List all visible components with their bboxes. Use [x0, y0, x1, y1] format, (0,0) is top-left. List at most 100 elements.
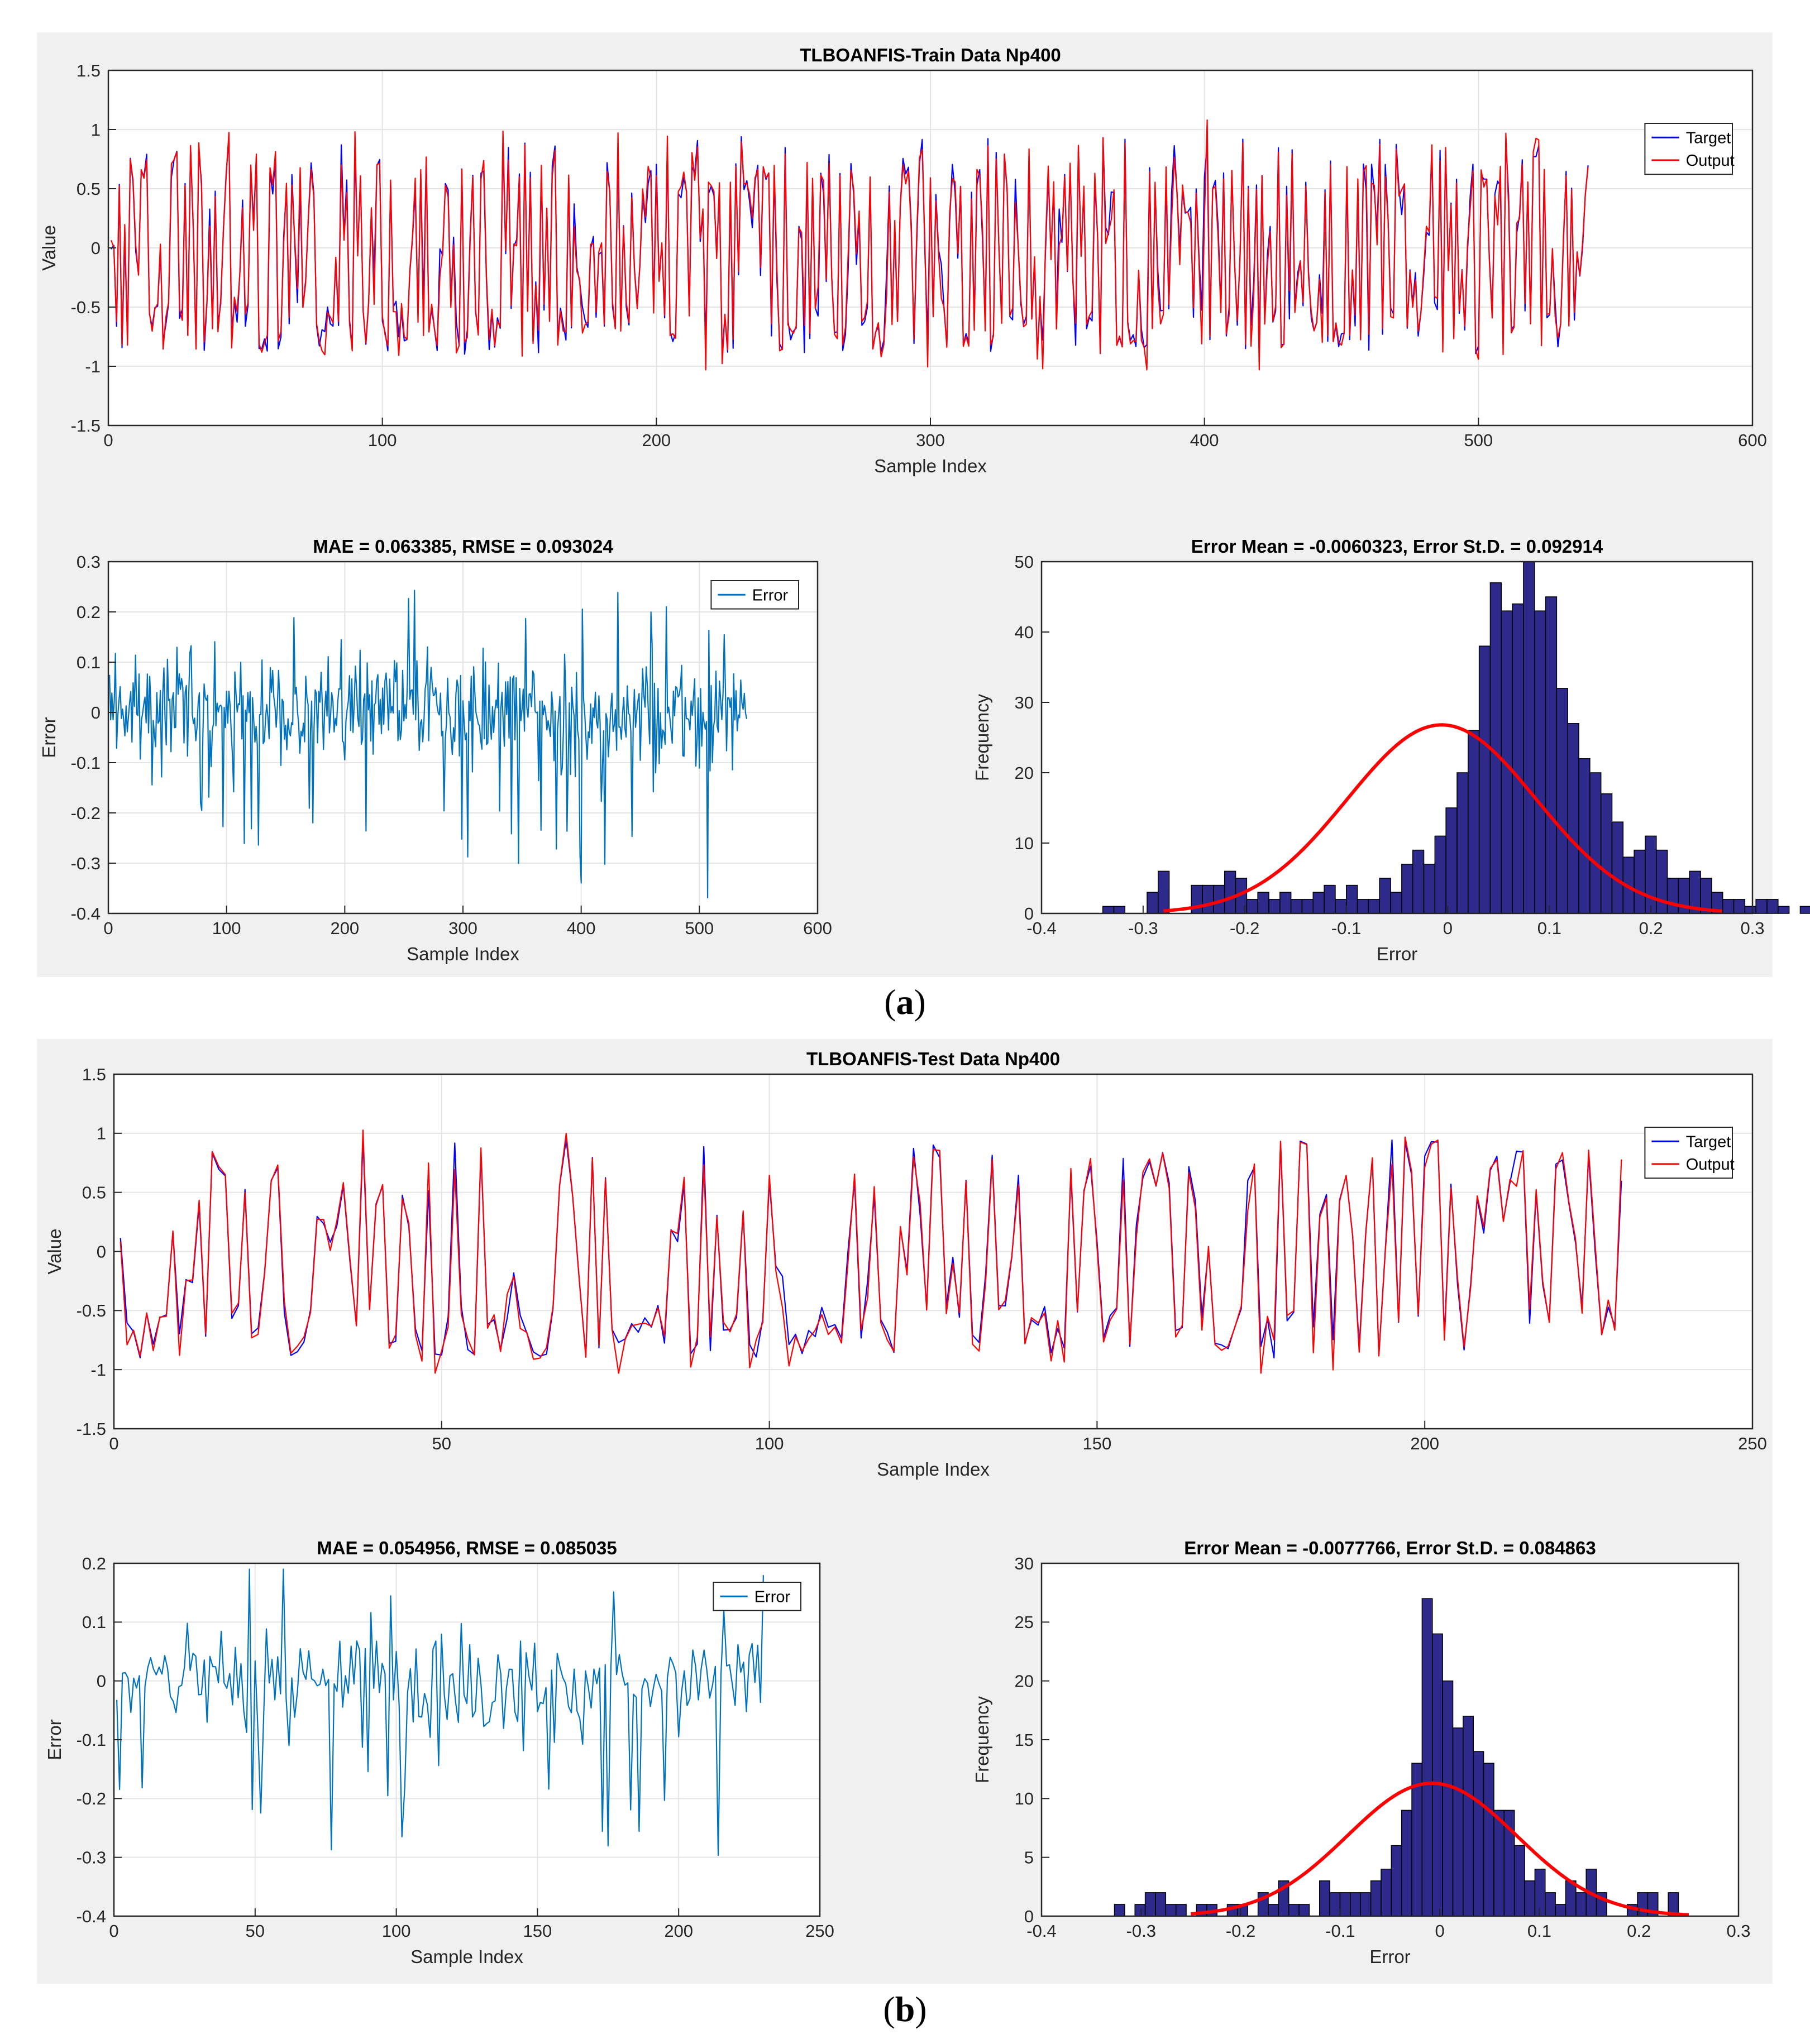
train-hist-bar-59: [1755, 899, 1768, 914]
train-hist-title: Error Mean = -0.0060323, Error St.D. = 0…: [1191, 536, 1603, 557]
train-hist-bar-61: [1778, 906, 1790, 914]
test-error-xtick-label-4: 200: [664, 1921, 693, 1941]
test-hist-ylabel: Frequency: [972, 1696, 992, 1783]
test-error-ytick-label-3: -0.1: [77, 1730, 106, 1750]
train-hist-bar-29: [1423, 864, 1436, 914]
test-hist-xtick-label-1: -0.3: [1126, 1921, 1156, 1941]
train-hist-bar-14: [1257, 892, 1269, 914]
test-hist-xtick-label-7: 0.3: [1726, 1921, 1750, 1941]
train-hist-bar-48: [1634, 849, 1646, 914]
train-hist-xtick-label-4: 0: [1443, 918, 1453, 938]
train-hist-bar-20: [1324, 884, 1336, 914]
test-error-ytick-label-6: 0.2: [82, 1554, 106, 1573]
train-hist-bar-57: [1733, 899, 1746, 914]
test-series-legend-box: [1644, 1127, 1733, 1179]
test-hist-bar-31: [1432, 1633, 1443, 1917]
test-hist-bar-6: [1175, 1904, 1187, 1917]
test-series-ytick-label-1: -1: [90, 1360, 106, 1380]
test-hist-bar-0: [1114, 1904, 1125, 1917]
test-error-xtick-label-0: 0: [109, 1921, 118, 1941]
train-series-output-line: [110, 119, 1589, 371]
test-hist-xtick-label-4: 0: [1435, 1921, 1445, 1941]
test-hist-ytick-label-2: 10: [1015, 1789, 1034, 1808]
test-hist-ytick-label-6: 30: [1015, 1554, 1034, 1573]
train-hist-normal-fit-curve: [1163, 723, 1722, 913]
train-hist-bar-40: [1545, 596, 1558, 914]
test-hist-normal-fit-curve: [1191, 1781, 1689, 1917]
test-hist-bar-23: [1350, 1892, 1361, 1917]
train-hist-bar-22: [1346, 884, 1358, 914]
train-series-ytick-label-1: -1: [85, 357, 101, 376]
train-hist-axes: -0.4 -0.3 -0.2 -0.1 0 0.1 0.2 0.3 0 10 20 30 40 50 Err…: [972, 536, 1810, 964]
test-hist-ytick-label-3: 15: [1015, 1730, 1034, 1750]
train-hist-bar-15: [1268, 899, 1281, 914]
test-hist-ytick-label-0: 0: [1024, 1907, 1034, 1926]
test-hist-bar-33: [1452, 1727, 1464, 1917]
train-hist-bar-44: [1589, 772, 1602, 914]
train-hist-bar-51: [1666, 878, 1679, 914]
train-error-ytick-label-0: -0.4: [71, 904, 101, 923]
train-hist-ytick-label-4: 40: [1015, 623, 1034, 642]
train-hist-bar-9: [1202, 884, 1214, 914]
train-hist-bar-24: [1368, 899, 1380, 914]
test-hist-bar-26: [1381, 1868, 1392, 1917]
test-series-legend-label-1: Output: [1686, 1156, 1735, 1174]
train-error-xtick-label-3: 300: [448, 918, 477, 938]
train-error-xtick-label-1: 100: [212, 918, 241, 938]
test-series-ytick-label-4: 0.5: [82, 1183, 106, 1203]
train-hist-bar-42: [1567, 723, 1579, 914]
test-error-error-line: [116, 1568, 764, 1856]
train-error-xtick-label-5: 500: [685, 918, 714, 938]
train-hist-xtick-label-6: 0.2: [1639, 918, 1663, 938]
train-hist-xlabel: Error: [1377, 944, 1417, 964]
train-error-ytick-label-3: -0.1: [71, 753, 101, 773]
train-hist-ytick-label-0: 0: [1024, 904, 1034, 923]
train-hist-bar-43: [1578, 758, 1591, 914]
train-series-xtick-label-1: 100: [368, 430, 397, 450]
test-hist-bar-44: [1565, 1880, 1577, 1917]
train-hist-xtick-label-2: -0.2: [1230, 918, 1259, 938]
train-hist-ytick-label-3: 30: [1015, 693, 1034, 712]
test-series-xtick-label-0: 0: [109, 1434, 118, 1453]
train-series-xtick-label-3: 300: [916, 430, 945, 450]
test-hist-bar-17: [1288, 1904, 1300, 1917]
train-hist-bar-23: [1357, 899, 1369, 914]
train-hist-bar-31: [1445, 807, 1458, 914]
train-hist-bar-33: [1468, 730, 1480, 914]
train-hist-bar-13: [1246, 899, 1258, 914]
test-hist-bar-2: [1134, 1904, 1146, 1917]
test-series-ytick-label-5: 1: [97, 1124, 106, 1143]
test-hist-bar-30: [1421, 1598, 1433, 1917]
train-series-ytick-label-3: 0: [91, 238, 101, 258]
test-hist-bar-22: [1339, 1892, 1351, 1917]
train-error-title: MAE = 0.063385, RMSE = 0.093024: [313, 536, 613, 557]
train-series-xtick-label-6: 600: [1738, 430, 1767, 450]
test-error-ylabel: Error: [44, 1719, 65, 1760]
train-hist-bar-32: [1456, 772, 1469, 914]
train-series-ylabel: Value: [39, 225, 59, 271]
test-error-xlabel: Sample Index: [410, 1946, 523, 1967]
train-hist-bar-25: [1379, 878, 1391, 914]
test-hist-bar-3: [1144, 1892, 1156, 1917]
train-hist-ytick-label-5: 50: [1015, 552, 1034, 572]
test-error-xtick-label-1: 50: [246, 1921, 265, 1941]
train-error-ytick-label-6: 0.2: [77, 602, 101, 622]
test-hist-bar-43: [1555, 1904, 1567, 1917]
train-error-xtick-label-2: 200: [330, 918, 359, 938]
train-series-xtick-label-5: 500: [1464, 430, 1493, 450]
train-hist-bar-34: [1478, 645, 1491, 914]
test-hist-bar-25: [1370, 1880, 1382, 1917]
train-hist-bar-49: [1645, 835, 1657, 914]
test-error-title: MAE = 0.054956, RMSE = 0.085035: [317, 1538, 617, 1558]
test-hist-xlabel: Error: [1369, 1946, 1410, 1967]
test-hist-bar-41: [1534, 1868, 1546, 1917]
test-series-title: TLBOANFIS-Test Data Np400: [806, 1049, 1060, 1069]
test-series-ylabel: Value: [44, 1229, 65, 1275]
test-error-ytick-label-5: 0.1: [82, 1612, 106, 1632]
test-hist-bar-20: [1319, 1880, 1330, 1917]
train-error-xtick-label-6: 600: [803, 918, 832, 938]
test-series-xtick-label-2: 100: [755, 1434, 784, 1453]
train-series-xlabel: Sample Index: [874, 456, 987, 476]
train-hist-axes-frame: [1040, 561, 1754, 915]
test-series-xlabel: Sample Index: [877, 1459, 990, 1480]
